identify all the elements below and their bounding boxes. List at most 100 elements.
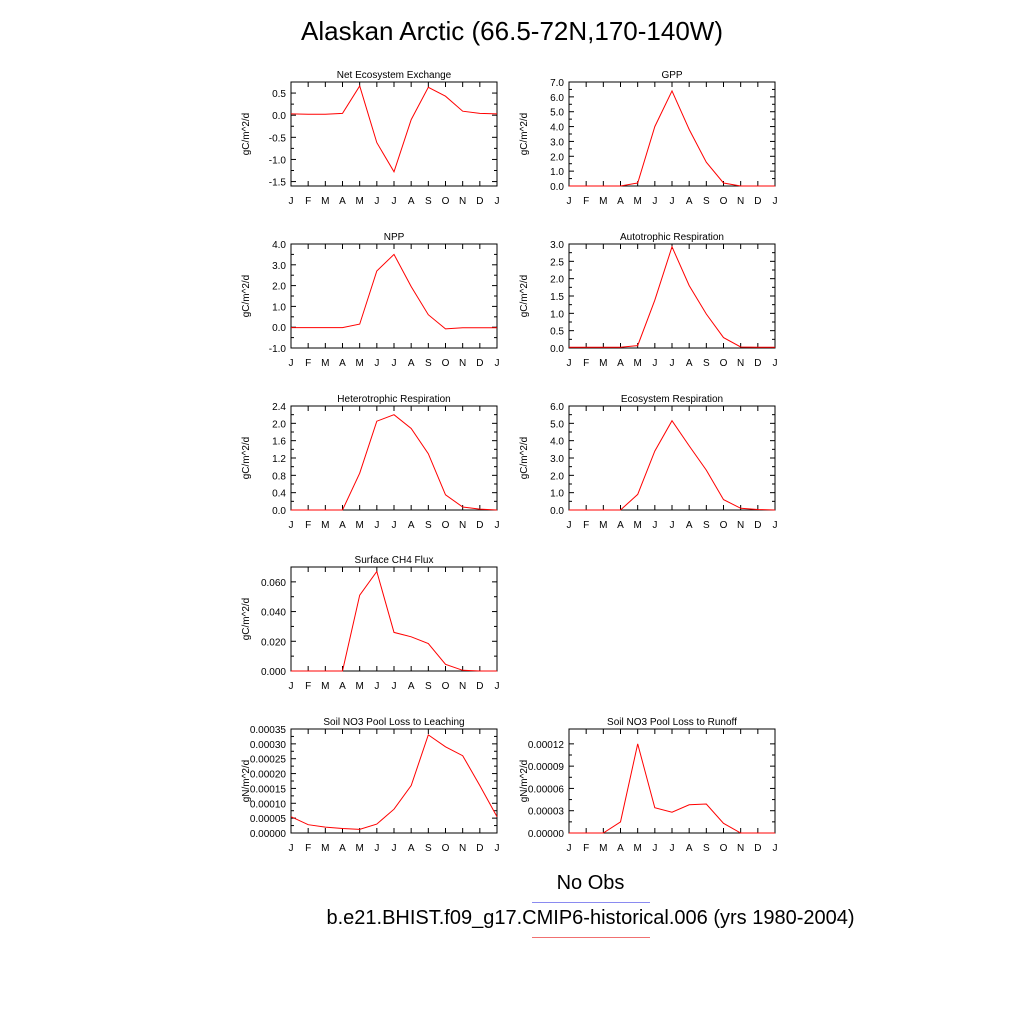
series-line [290,734,498,830]
x-tick-label: D [476,520,483,531]
x-tick-label: O [720,520,728,531]
panel-title: Soil NO3 Pool Loss to Runoff [607,717,737,728]
y-tick-label: 1.6 [272,437,286,448]
y-tick-label: 0.5 [272,89,286,100]
x-tick-label: J [392,843,397,854]
series-line [569,743,775,834]
x-tick-label: M [355,196,363,207]
x-tick-label: J [670,843,675,854]
panel-7: J F M A M J J A S O N D J0.0000.0200.0400.060Surface… [241,555,500,692]
series-line [291,414,498,511]
x-tick-label: J [652,520,657,531]
y-tick-label: 0.0 [550,344,564,355]
x-tick-label: J [289,196,294,207]
x-tick-label: A [339,520,346,531]
x-tick-label: O [442,681,450,692]
x-tick-label: J [289,843,294,854]
y-axis-label: gC/m^2/d [519,113,530,156]
plot-frame [290,243,498,349]
y-tick-label: 0.00025 [250,755,287,766]
y-tick-label: 0.00015 [250,784,287,795]
x-tick-label: N [737,520,744,531]
x-tick-label: A [686,358,693,369]
x-tick-label: J [374,196,379,207]
x-tick-label: D [476,358,483,369]
x-tick-label: M [355,681,363,692]
y-tick-label: 6.0 [550,93,564,104]
plot-frame [290,728,498,834]
x-tick-label: O [720,843,728,854]
x-tick-label: M [633,520,641,531]
y-tick-label: 1.2 [272,454,286,465]
series-line [569,89,775,187]
plot-frame [290,405,498,511]
x-tick-label: D [754,358,761,369]
y-tick-label: 1.0 [550,167,564,178]
x-tick-label: A [339,681,346,692]
x-tick-label: A [617,520,624,531]
x-tick-label: J [773,196,778,207]
x-tick-label: A [408,358,415,369]
x-tick-label: J [567,520,572,531]
x-tick-label: F [305,520,311,531]
x-tick-label: N [459,358,466,369]
x-tick-label: J [652,358,657,369]
x-tick-label: N [737,358,744,369]
x-tick-label: N [459,681,466,692]
x-tick-label: J [567,196,572,207]
x-tick-label: S [425,358,432,369]
y-tick-label: 0.00009 [528,762,565,773]
y-tick-label: 0.0 [550,506,564,517]
panel-3: J F M A M J J A S O N D J-1.00.01.02.03.04.0NPPgC/m^… [241,232,500,369]
x-tick-label: J [495,196,500,207]
y-tick-label: 1.0 [550,309,564,320]
panel-2: J F M A M J J A S O N D J0.01.02.03.04.05.06.07.0GPP… [519,70,778,207]
x-tick-label: A [339,843,346,854]
x-tick-label: N [459,196,466,207]
panel-title: Autotrophic Respiration [620,232,724,243]
x-tick-label: J [773,843,778,854]
x-tick-label: F [583,196,589,207]
x-tick-label: S [703,520,710,531]
y-tick-label: 0.020 [261,637,286,648]
x-tick-label: A [339,358,346,369]
y-tick-label: 0.00006 [528,784,565,795]
x-tick-label: J [567,843,572,854]
y-tick-label: 3.0 [550,137,564,148]
panel-title: Net Ecosystem Exchange [337,70,452,81]
y-tick-label: 2.0 [550,275,564,286]
series-line [569,245,775,348]
x-tick-label: F [583,358,589,369]
x-tick-label: J [392,520,397,531]
x-tick-label: A [408,843,415,854]
x-tick-label: M [599,520,607,531]
x-tick-label: J [374,520,379,531]
y-tick-label: -1.0 [269,155,287,166]
y-axis-label: gC/m^2/d [241,275,252,318]
x-tick-label: O [442,358,450,369]
y-tick-label: 4.0 [550,123,564,134]
x-tick-label: S [425,681,432,692]
y-tick-label: 5.0 [550,419,564,430]
x-tick-label: M [321,843,329,854]
x-tick-label: J [495,520,500,531]
plot-frame [568,81,776,187]
x-tick-label: A [686,196,693,207]
x-tick-label: J [392,681,397,692]
plot-frame [290,566,498,672]
plot-frame [568,243,776,349]
y-tick-label: 0.040 [261,608,286,619]
legend-obs-line [532,902,650,903]
x-tick-label: S [425,196,432,207]
x-tick-label: M [355,358,363,369]
x-tick-label: M [599,358,607,369]
x-tick-label: F [305,843,311,854]
x-tick-label: S [703,196,710,207]
panel-title: GPP [661,70,682,81]
x-tick-label: J [374,681,379,692]
x-tick-label: A [408,681,415,692]
x-tick-label: J [670,196,675,207]
x-tick-label: M [355,843,363,854]
